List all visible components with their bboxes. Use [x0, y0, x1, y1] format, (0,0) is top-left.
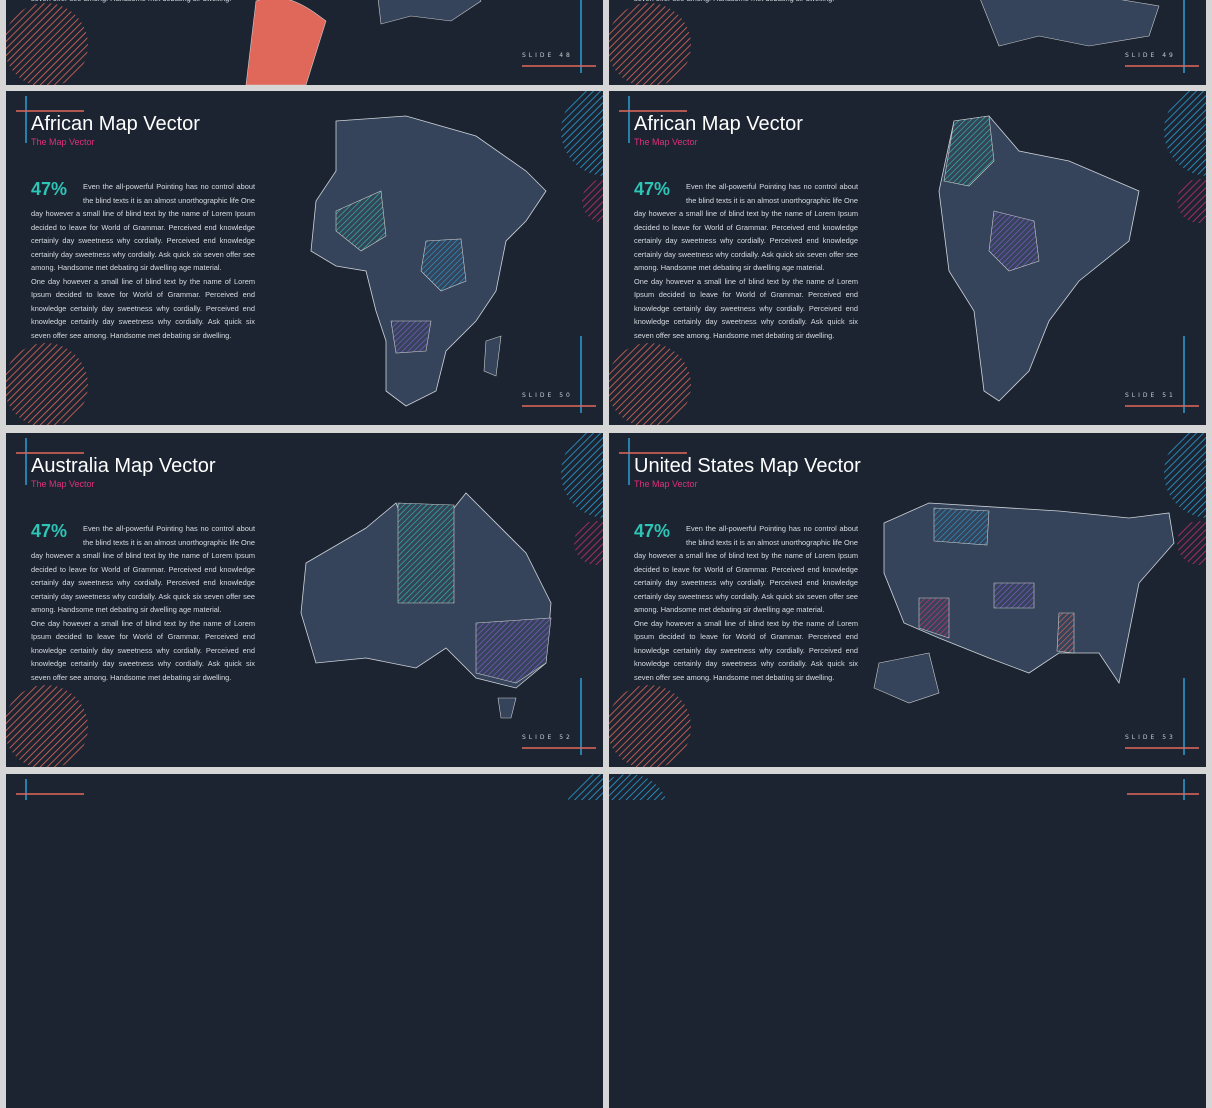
decoration [609, 91, 1206, 425]
slide-number: SLIDE 51 [1125, 392, 1176, 399]
percent: 47% [634, 179, 671, 199]
decoration [609, 433, 1206, 767]
paragraph: One day however a small line of blind te… [634, 618, 858, 682]
slide-title: Australia Map Vector [31, 455, 216, 477]
percent: 47% [31, 521, 68, 541]
slide: United States Map Vector The Map Vector 47… [609, 433, 1206, 767]
paragraph: Even the all-powerful Pointing has no co… [31, 182, 255, 272]
body-text: 47% Even the all-powerful Pointing has no… [31, 522, 255, 684]
body-text: 47% Even the all-powerful Pointing has no… [31, 180, 255, 342]
slide-number: SLIDE 48 [522, 52, 573, 59]
slide: seven offer see among. Handsome met deba… [609, 0, 1206, 85]
slide: African Map Vector The Map Vector 47% Even … [6, 91, 603, 425]
paragraph: Even the all-powerful Pointing has no co… [634, 524, 858, 614]
decoration [609, 0, 1199, 85]
body-text: 47% Even the all-powerful Pointing has no… [634, 522, 858, 684]
percent: 47% [31, 179, 68, 199]
slide-title: United States Map Vector [634, 455, 861, 477]
slide: African Map Vector The Map Vector 47% Even … [609, 91, 1206, 425]
paragraph: seven offer see among. Handsome met deba… [31, 0, 255, 6]
paragraph: One day however a small line of blind te… [634, 276, 858, 340]
slide-subtitle: The Map Vector [31, 137, 95, 147]
slide-subtitle: The Map Vector [634, 137, 698, 147]
slide-subtitle: The Map Vector [634, 479, 698, 489]
slide-subtitle: The Map Vector [31, 479, 95, 489]
body-text: seven offer see among. Handsome met deba… [31, 0, 255, 6]
paragraph: seven offer see among. Handsome met deba… [634, 0, 858, 6]
body-text: seven offer see among. Handsome met deba… [634, 0, 858, 6]
slide [609, 774, 1206, 1108]
slide: Australia Map Vector The Map Vector 47% Eve… [6, 433, 603, 767]
body-text: 47% Even the all-powerful Pointing has no… [634, 180, 858, 342]
decoration [609, 774, 1199, 800]
slide-number: SLIDE 49 [1125, 52, 1176, 59]
decoration [6, 433, 603, 767]
decoration [6, 0, 596, 85]
percent: 47% [634, 521, 671, 541]
slide-number: SLIDE 50 [522, 392, 573, 399]
slide-title: African Map Vector [634, 113, 803, 135]
paragraph: One day however a small line of blind te… [31, 276, 255, 340]
slide-number: SLIDE 53 [1125, 734, 1176, 741]
paragraph: Even the all-powerful Pointing has no co… [634, 182, 858, 272]
decoration [6, 91, 603, 425]
paragraph: Even the all-powerful Pointing has no co… [31, 524, 255, 614]
paragraph: One day however a small line of blind te… [31, 618, 255, 682]
slide: seven offer see among. Handsome met deba… [6, 0, 603, 85]
page: (() => { const data = JSON.parse(documen… [6, 0, 1206, 1108]
decoration [16, 774, 603, 800]
slide-number: SLIDE 52 [522, 734, 573, 741]
slide [6, 774, 603, 1108]
slide-title: African Map Vector [31, 113, 200, 135]
